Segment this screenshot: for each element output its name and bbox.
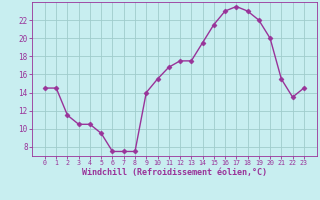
X-axis label: Windchill (Refroidissement éolien,°C): Windchill (Refroidissement éolien,°C) xyxy=(82,168,267,177)
